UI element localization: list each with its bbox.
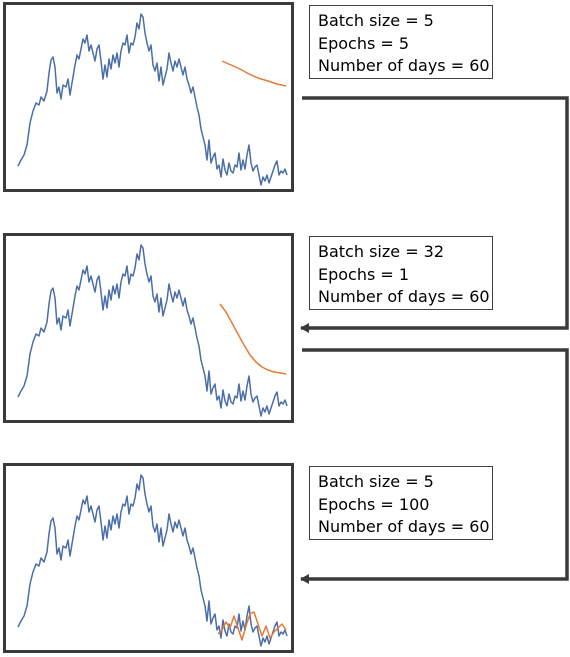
epochs-label: Epochs = 1 [318, 264, 410, 284]
chart-2 [17, 244, 288, 417]
chart-3 [17, 474, 288, 647]
actual-series-line [17, 13, 288, 186]
chart-panel-1 [3, 2, 294, 192]
arrow-panel2-to-panel3 [300, 348, 569, 584]
number-of-days-label: Number of days = 60 [318, 517, 490, 536]
actual-series-line [17, 474, 288, 647]
parameters-box-2: Batch size = 32 Epochs = 1 Number of day… [309, 236, 493, 310]
predicted-series-line [221, 60, 287, 87]
epochs-label: Epochs = 100 [318, 494, 430, 514]
batch-size-label: Batch size = 5 [318, 472, 434, 491]
number-of-days-label: Number of days = 60 [318, 56, 490, 75]
batch-size-label: Batch size = 32 [318, 242, 445, 261]
predicted-series-line [217, 611, 287, 641]
batch-size-label: Batch size = 5 [318, 11, 434, 30]
arrow-panel1-to-panel2 [300, 96, 569, 333]
chart-1 [17, 13, 288, 186]
chart-panel-3 [3, 463, 294, 653]
epochs-label: Epochs = 5 [318, 33, 410, 53]
parameters-box-1: Batch size = 5 Epochs = 5 Number of days… [309, 5, 493, 79]
actual-series-line [17, 244, 288, 417]
chart-panel-2 [3, 233, 294, 423]
parameters-box-3: Batch size = 5 Epochs = 100 Number of da… [309, 466, 493, 540]
number-of-days-label: Number of days = 60 [318, 287, 490, 306]
predicted-series-line [219, 303, 287, 375]
